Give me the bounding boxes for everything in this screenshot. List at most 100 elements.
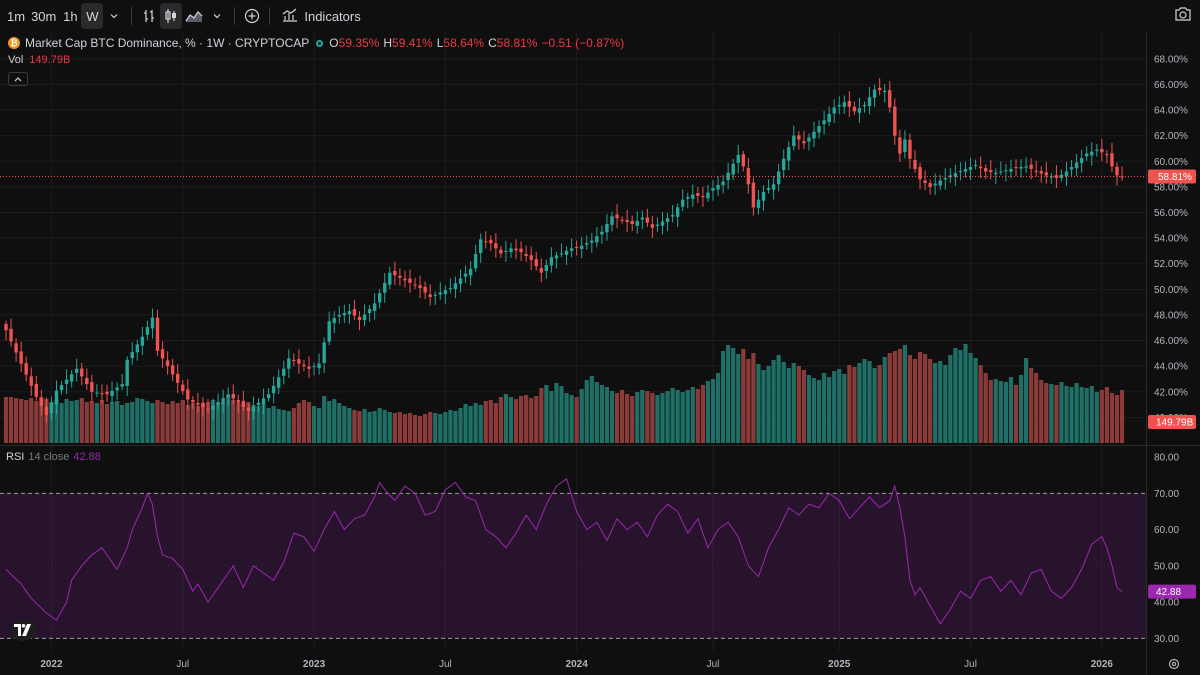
camera-icon[interactable]: [1174, 6, 1192, 27]
low-value: 58.64%: [443, 36, 485, 50]
volume-bar: [897, 349, 902, 443]
rsi-last-value-label: 42.88: [1156, 587, 1181, 598]
interval-dropdown-chevron-icon[interactable]: [103, 3, 125, 29]
volume-bar: [402, 414, 408, 443]
volume-bar: [317, 408, 322, 443]
candle-body: [287, 358, 291, 369]
volume-bar: [104, 404, 110, 443]
volume-bar: [665, 391, 670, 443]
volume-bar: [549, 391, 554, 443]
volume-bar: [296, 403, 301, 443]
candle-body: [595, 236, 599, 243]
candle-body: [792, 135, 796, 146]
volume-bar: [695, 389, 700, 443]
volume-bar: [89, 401, 94, 443]
gear-icon[interactable]: [1168, 657, 1180, 675]
candle-body: [95, 392, 99, 394]
collapse-legend-button[interactable]: [8, 72, 28, 86]
volume-bar: [680, 392, 685, 443]
volume-bar: [266, 408, 271, 443]
chart-type-dropdown-chevron-icon[interactable]: [206, 3, 228, 29]
interval-30m-button[interactable]: 30m: [31, 8, 57, 24]
area-chart-type-icon[interactable]: [182, 3, 206, 29]
price-tick-label: 50.00%: [1154, 285, 1188, 296]
candle-body: [782, 158, 786, 171]
interval-1m-button[interactable]: 1m: [7, 8, 26, 24]
interval-1h-button[interactable]: 1h: [63, 8, 78, 24]
candle-body: [1110, 153, 1114, 167]
volume-legend: Vol 149.79B: [8, 54, 70, 66]
candle-body: [923, 180, 927, 184]
interval-w-button[interactable]: W: [81, 3, 104, 29]
candle-body: [913, 159, 917, 169]
volume-bar: [645, 391, 650, 443]
candle-body: [332, 318, 336, 324]
rsi-axis[interactable]: 80.00 70.00 60.00 50.00 40.00 30.00 42.88: [1148, 453, 1196, 645]
volume-bar: [216, 404, 221, 443]
price-tick-label: 66.00%: [1154, 80, 1188, 91]
close-label: C: [488, 36, 497, 50]
volume-bar: [917, 352, 923, 443]
candle-body: [574, 246, 579, 248]
price-axis[interactable]: 68.00% 66.00% 64.00% 62.00% 60.00% 58.00% 56.0…: [1148, 54, 1196, 429]
candle-body: [898, 137, 902, 154]
price-tick-label: 60.00%: [1154, 157, 1188, 168]
candle-body: [711, 188, 715, 191]
candle-body: [989, 170, 993, 173]
volume-bar: [948, 355, 953, 443]
candle-body: [928, 183, 932, 187]
symbol-title[interactable]: Market Cap BTC Dominance, % · 1W · CRYPT…: [25, 36, 310, 50]
candle-body: [1105, 154, 1109, 156]
candle-body: [438, 292, 442, 295]
indicators-icon: [282, 8, 298, 25]
candle-body: [59, 385, 64, 391]
volume-bar: [513, 399, 519, 443]
candles-chart-type-icon[interactable]: [160, 3, 183, 29]
volume-bar: [614, 393, 620, 443]
price-tick-label: 68.00%: [1154, 54, 1188, 65]
volume-bar: [34, 401, 39, 443]
candle-body: [125, 359, 129, 386]
candle-body: [473, 254, 478, 269]
candle-body: [85, 377, 89, 385]
price-tick-label: 46.00%: [1154, 336, 1188, 347]
symbol-legend: ₿ Market Cap BTC Dominance, % · 1W · CRY…: [8, 36, 628, 50]
rsi-tick-label: 80.00: [1154, 453, 1179, 464]
candle-body: [155, 317, 160, 351]
volume-bar: [923, 354, 928, 443]
volume-bar: [625, 394, 630, 443]
candle-body: [883, 90, 887, 92]
time-tick-label: Jul: [707, 659, 720, 670]
compare-plus-icon[interactable]: [241, 3, 263, 29]
volume-bar: [24, 400, 29, 443]
volume-bar: [1074, 383, 1079, 443]
time-axis[interactable]: 2022Jul2023Jul2024Jul2025Jul2026Jul: [40, 659, 1200, 670]
candle-body: [994, 172, 998, 175]
rsi-tick-label: 50.00: [1154, 561, 1179, 572]
candle-body: [170, 365, 175, 375]
price-tick-label: 62.00%: [1154, 131, 1188, 142]
candle-body: [529, 255, 533, 260]
candle-body: [1085, 153, 1089, 157]
rsi-label[interactable]: RSI: [6, 451, 25, 463]
candle-body: [585, 243, 589, 245]
volume-bar: [650, 393, 655, 443]
volume-bar: [544, 385, 549, 443]
candle-body: [721, 181, 725, 186]
tradingview-logo-icon[interactable]: [10, 619, 36, 641]
volume-bar: [448, 410, 453, 443]
candle-body: [756, 199, 761, 208]
volume-bar: [221, 403, 226, 443]
volume-bar: [524, 395, 529, 443]
candle-body: [640, 217, 644, 220]
candle-body: [1059, 174, 1064, 178]
volume-bar: [407, 413, 413, 443]
bar-chart-type-icon[interactable]: [138, 3, 160, 29]
volume-label[interactable]: Vol: [8, 54, 24, 66]
indicators-button[interactable]: Indicators: [276, 8, 366, 25]
volume-bar: [933, 363, 938, 443]
volume-bar: [822, 373, 827, 443]
volume-bar: [1029, 368, 1034, 443]
volume-bar: [301, 400, 307, 443]
